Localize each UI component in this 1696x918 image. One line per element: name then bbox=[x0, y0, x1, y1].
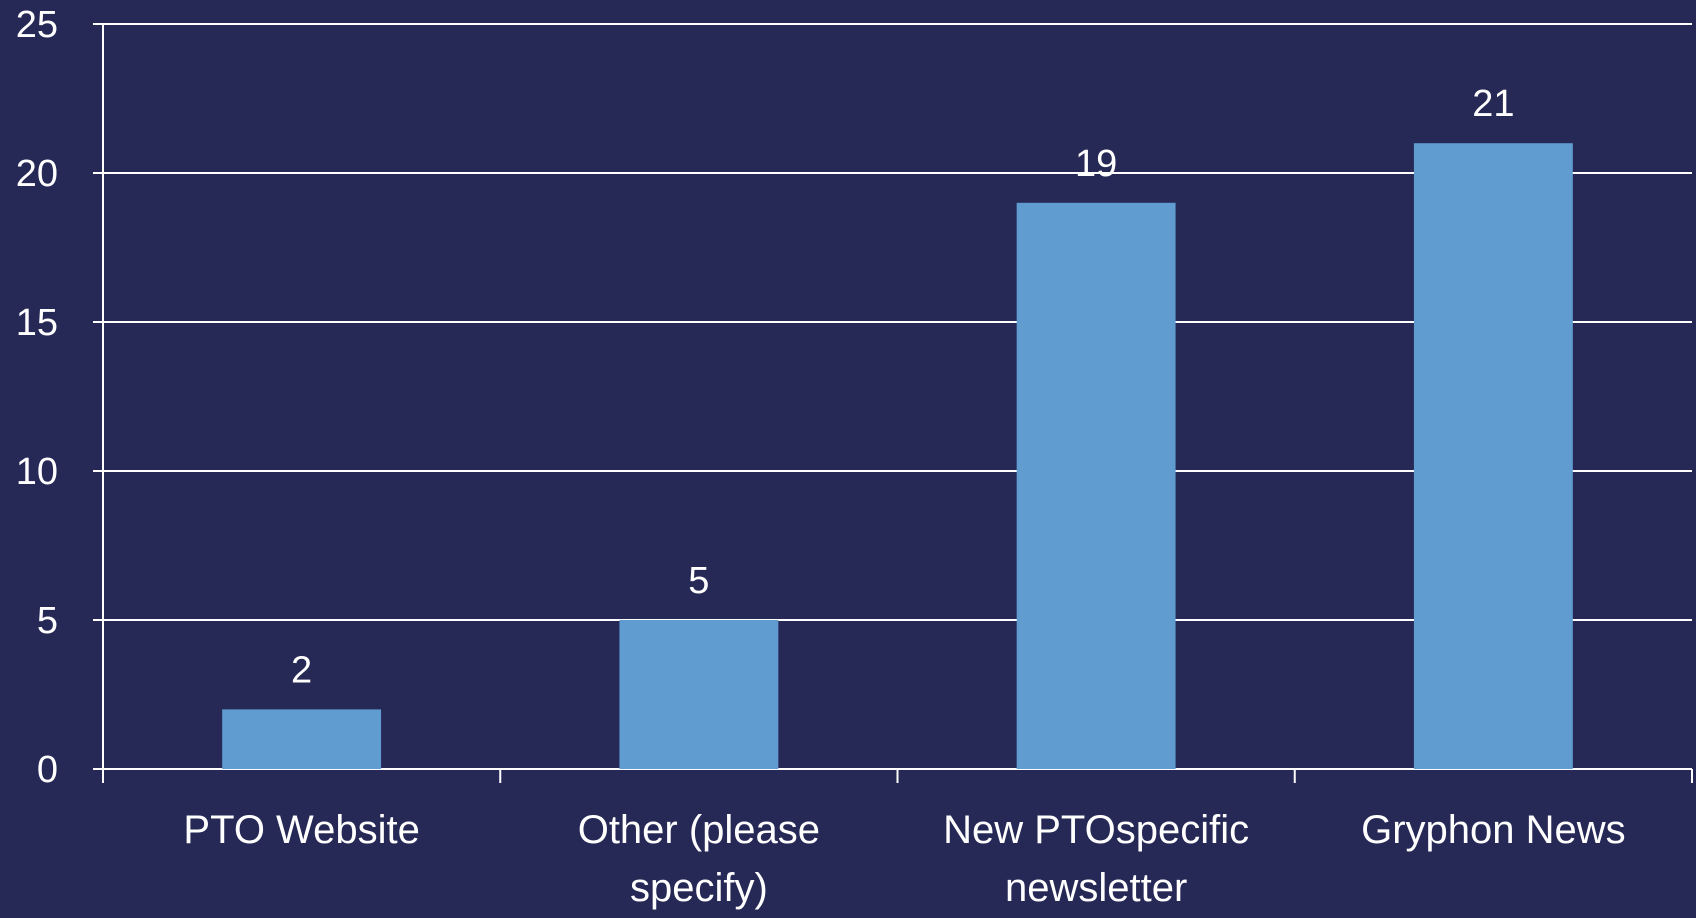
x-tick-label: Gryphon News bbox=[1361, 808, 1626, 852]
bar bbox=[619, 620, 779, 769]
bar bbox=[1413, 143, 1573, 769]
data-label: 5 bbox=[688, 560, 709, 602]
x-tick-label: New PTOspecific bbox=[943, 808, 1249, 852]
bar bbox=[222, 709, 382, 769]
labels: 0 5 10 15 20 25 2 PTO Website 5 Other (please spec… bbox=[16, 4, 1626, 910]
y-tick-label: 25 bbox=[16, 4, 58, 46]
x-tick-label: newsletter bbox=[1005, 866, 1187, 910]
data-label: 21 bbox=[1472, 83, 1514, 125]
x-tick-label: specify) bbox=[630, 866, 768, 910]
y-tick-label: 15 bbox=[16, 302, 58, 344]
x-tick-label: Other (please bbox=[578, 808, 820, 852]
y-tick-label: 20 bbox=[16, 153, 58, 195]
data-label: 2 bbox=[291, 649, 312, 691]
bars bbox=[222, 143, 1573, 770]
y-tick-label: 10 bbox=[16, 451, 58, 493]
x-tick-label: PTO Website bbox=[183, 808, 419, 852]
data-label: 19 bbox=[1075, 143, 1117, 185]
y-tick-label: 0 bbox=[37, 749, 58, 791]
y-tick-label: 5 bbox=[37, 600, 58, 642]
bar bbox=[1016, 202, 1176, 770]
